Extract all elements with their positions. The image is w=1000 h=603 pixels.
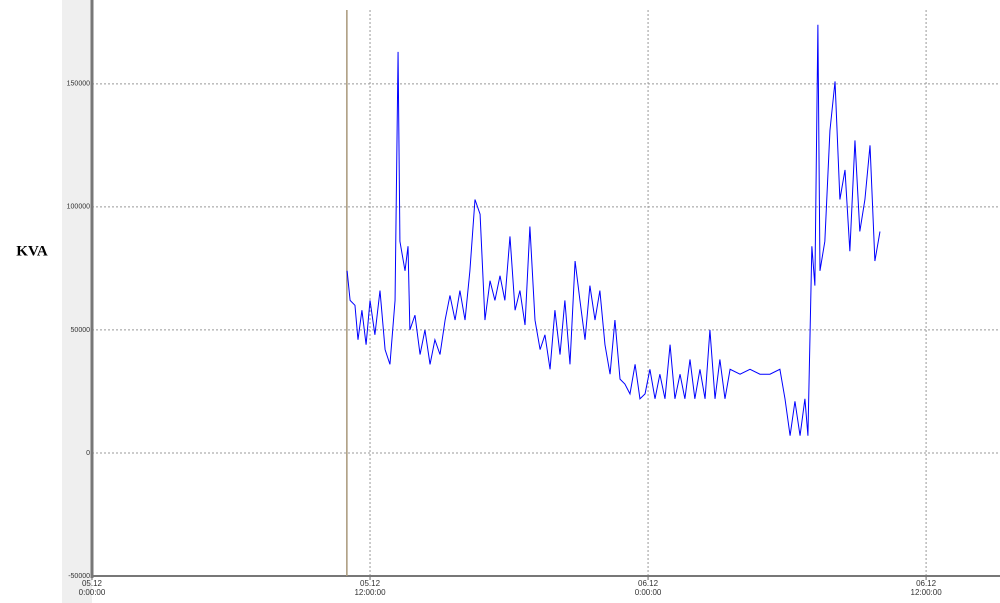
x-tick-label: 05.12 12:00:00	[354, 579, 386, 597]
y-tick-label: 100000	[67, 204, 90, 211]
axis-panel	[62, 0, 92, 603]
data-line	[346, 24, 881, 436]
y-tick-label: 0	[86, 450, 90, 457]
y-tick-label: 150000	[67, 81, 90, 88]
x-tick-label: 05.12 0:00:00	[78, 579, 106, 597]
y-tick-label: 50000	[71, 327, 91, 334]
x-tick-label: 06.12 12:00:00	[910, 579, 942, 597]
x-tick-label: 06.12 0:00:00	[634, 579, 662, 597]
y-axis-label: KVA	[16, 243, 48, 259]
y-tick-label: -50000	[68, 573, 90, 580]
